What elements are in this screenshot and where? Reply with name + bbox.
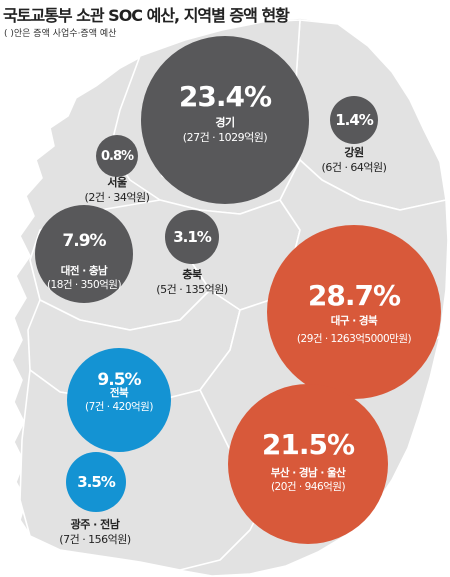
region-label-jeonbuk: 전북 (7건 · 420억원) bbox=[69, 386, 169, 414]
region-label-daegu-gyeongbuk: 대구 · 경북 (29건 · 1263억5000만원) bbox=[272, 314, 436, 346]
region-name-daejeon-chungnam: 대전 · 충남 bbox=[60, 265, 108, 277]
map-title: 국토교통부 소관 SOC 예산, 지역별 증액 현황 bbox=[3, 6, 290, 25]
region-detail-chungbuk: (5건 · 135억원) bbox=[156, 282, 228, 296]
region-name-gangwon: 강원 bbox=[344, 146, 364, 159]
region-name-daegu-gyeongbuk: 대구 · 경북 bbox=[330, 315, 378, 327]
region-label-gangwon: 강원 (6건 · 64억원) bbox=[304, 146, 404, 176]
region-percent-jeonbuk: 9.5% bbox=[97, 370, 141, 390]
region-bubble-jeonbuk: 9.5% bbox=[67, 348, 171, 452]
region-label-gyeonggi: 경기 (27건 · 1029억원) bbox=[170, 116, 280, 146]
region-name-gyeonggi: 경기 bbox=[215, 116, 235, 129]
region-percent-chungbuk: 3.1% bbox=[173, 228, 212, 246]
region-name-busan-gyeongnam-ulsan: 부산 · 경남 · 울산 bbox=[270, 467, 346, 479]
region-bubble-gangwon: 1.4% bbox=[330, 96, 378, 144]
region-bubble-daejeon-chungnam: 7.9% bbox=[35, 205, 133, 303]
region-percent-seoul: 0.8% bbox=[100, 148, 134, 164]
region-name-gwangju-jeonnam: 광주 · 전남 bbox=[70, 518, 120, 531]
region-label-chungbuk: 충북 (5건 · 135억원) bbox=[142, 268, 242, 298]
region-percent-gwangju-jeonnam: 3.5% bbox=[77, 473, 116, 491]
region-bubble-busan-gyeongnam-ulsan: 21.5% bbox=[228, 384, 388, 544]
region-label-daejeon-chungnam: 대전 · 충남 (18건 · 350억원) bbox=[34, 264, 134, 292]
region-detail-gyeonggi: (27건 · 1029억원) bbox=[182, 130, 268, 144]
map-subtitle: ( )안은 증액 사업수·증액 예산 bbox=[4, 29, 117, 39]
region-bubble-seoul: 0.8% bbox=[96, 135, 138, 177]
region-detail-gangwon: (6건 · 64억원) bbox=[321, 160, 387, 174]
region-label-seoul: 서울 (2건 · 34억원) bbox=[72, 176, 162, 206]
region-percent-daegu-gyeongbuk: 28.7% bbox=[307, 279, 401, 312]
region-detail-daejeon-chungnam: (18건 · 350억원) bbox=[46, 279, 122, 292]
region-detail-daegu-gyeongbuk: (29건 · 1263억5000만원) bbox=[296, 333, 412, 346]
region-bubble-gyeonggi: 23.4% bbox=[141, 36, 309, 204]
region-percent-gyeonggi: 23.4% bbox=[178, 80, 272, 113]
region-bubble-daegu-gyeongbuk: 28.7% bbox=[267, 225, 441, 399]
region-name-seoul: 서울 bbox=[107, 176, 127, 189]
region-bubble-gwangju-jeonnam: 3.5% bbox=[66, 452, 126, 512]
region-name-chungbuk: 충북 bbox=[182, 268, 202, 281]
region-detail-gwangju-jeonnam: (7건 · 156억원) bbox=[59, 532, 131, 546]
region-percent-gangwon: 1.4% bbox=[335, 111, 374, 129]
region-detail-jeonbuk: (7건 · 420억원) bbox=[85, 401, 153, 414]
region-detail-seoul: (2건 · 34억원) bbox=[84, 190, 150, 204]
region-name-jeonbuk: 전북 bbox=[109, 387, 129, 399]
region-detail-busan-gyeongnam-ulsan: (20건 · 946억원) bbox=[270, 481, 346, 494]
region-percent-busan-gyeongnam-ulsan: 21.5% bbox=[261, 428, 355, 461]
region-percent-daejeon-chungnam: 7.9% bbox=[62, 231, 106, 251]
region-label-busan-gyeongnam-ulsan: 부산 · 경남 · 울산 (20건 · 946억원) bbox=[238, 466, 378, 494]
region-bubble-chungbuk: 3.1% bbox=[165, 210, 219, 264]
region-label-gwangju-jeonnam: 광주 · 전남 (7건 · 156억원) bbox=[40, 518, 150, 548]
